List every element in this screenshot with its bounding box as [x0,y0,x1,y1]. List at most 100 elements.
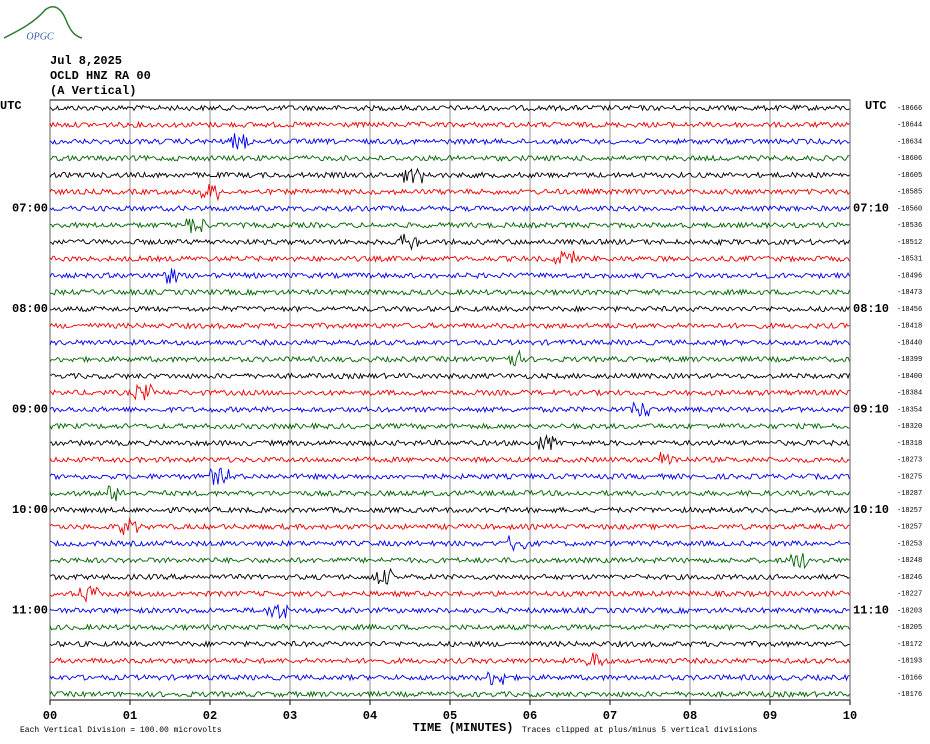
utc-left: UTC [0,99,22,113]
trace-offset: -18166 [897,674,922,682]
trace [49,167,850,184]
trace [49,535,850,553]
trace-offset: -18275 [897,473,922,481]
trace-offset: -18273 [897,457,922,465]
trace [49,452,850,466]
x-tick-label: 09 [763,709,777,723]
trace [49,585,850,604]
x-tick-label: 02 [203,709,217,723]
x-tick-label: 04 [363,709,377,723]
time-label-left: 11:00 [12,604,48,618]
trace [49,321,850,330]
trace [49,338,850,347]
trace [49,640,850,648]
x-tick-label: 10 [843,709,857,723]
trace-offset: -18531 [897,256,922,264]
trace-offset: -18176 [897,691,922,699]
trace [49,567,850,585]
time-label-right: 07:10 [853,202,889,216]
trace-offset: -18253 [897,540,922,548]
trace [49,218,850,234]
component: (A Vertical) [50,84,136,98]
trace-offset: -18257 [897,507,922,515]
trace-offset: -18399 [897,356,922,364]
x-tick-label: 01 [123,709,137,723]
trace-offset: -18560 [897,205,922,213]
trace [49,184,850,202]
trace [49,623,850,632]
trace [49,552,850,570]
trace-offset: -18193 [897,658,922,666]
trace [49,434,850,451]
trace-offset: -18512 [897,239,922,247]
x-tick-label: 06 [523,709,537,723]
trace [49,288,850,297]
trace-offset: -18644 [897,122,922,130]
trace-offset: -18257 [897,524,922,532]
trace-offset: -18246 [897,574,922,582]
trace-offset: -18634 [897,138,922,146]
trace [49,233,850,251]
trace [49,422,850,431]
trace-offset: -18287 [897,490,922,498]
trace [49,467,850,485]
time-label-left: 09:00 [12,403,48,417]
trace [49,517,850,536]
logo-curve [3,6,83,39]
trace-offset: -18248 [897,557,922,565]
trace-offset: -18205 [897,624,922,632]
trace-offset: -18384 [897,390,922,398]
time-label-left: 10:00 [12,503,48,517]
trace [49,349,850,367]
trace-offset: -18536 [897,222,922,230]
trace [49,133,850,150]
x-tick-label: 03 [283,709,297,723]
trace-offset: -18320 [897,423,922,431]
trace-offset: -18400 [897,373,922,381]
x-axis-label: TIME (MINUTES) [413,721,514,735]
trace [49,383,850,401]
trace-offset: -18473 [897,289,922,297]
x-tick-label: 00 [43,709,57,723]
date: Jul 8,2025 [50,54,122,68]
footer-right: Traces clipped at plus/minus 5 vertical … [522,726,757,735]
trace [50,154,850,162]
trace-offset: -18606 [897,155,922,163]
trace [49,652,850,667]
trace [49,401,850,417]
trace-offset: -18456 [897,306,922,314]
trace [49,268,850,284]
trace [49,120,850,129]
x-tick-label: 05 [443,709,457,723]
time-label-left: 08:00 [12,302,48,316]
trace [49,670,850,686]
time-label-right: 10:10 [853,503,889,517]
station: OCLD HNZ RA 00 [50,69,151,83]
trace [49,372,850,380]
x-tick-label: 07 [603,709,617,723]
trace-offset: -18318 [897,440,922,448]
trace [49,506,850,515]
time-label-right: 09:10 [853,403,889,417]
trace-offset: -18203 [897,607,922,615]
trace [49,104,850,112]
time-label-left: 07:00 [12,202,48,216]
trace-offset: -18440 [897,339,922,347]
x-tick-label: 08 [683,709,697,723]
trace [50,305,850,313]
logo: OPGC [26,31,54,42]
time-label-right: 08:10 [853,302,889,316]
footer-left: Each Vertical Division = 100.00 microvol… [20,726,222,735]
trace [49,603,850,620]
trace [49,204,850,213]
time-label-right: 11:10 [853,604,889,618]
trace-offset: -18418 [897,323,922,331]
trace [49,250,850,265]
trace-offset: -18354 [897,406,922,414]
trace [49,690,850,699]
trace-offset: -18227 [897,591,922,599]
trace-offset: -18666 [897,105,922,113]
trace [49,485,850,502]
trace-offset: -18172 [897,641,922,649]
